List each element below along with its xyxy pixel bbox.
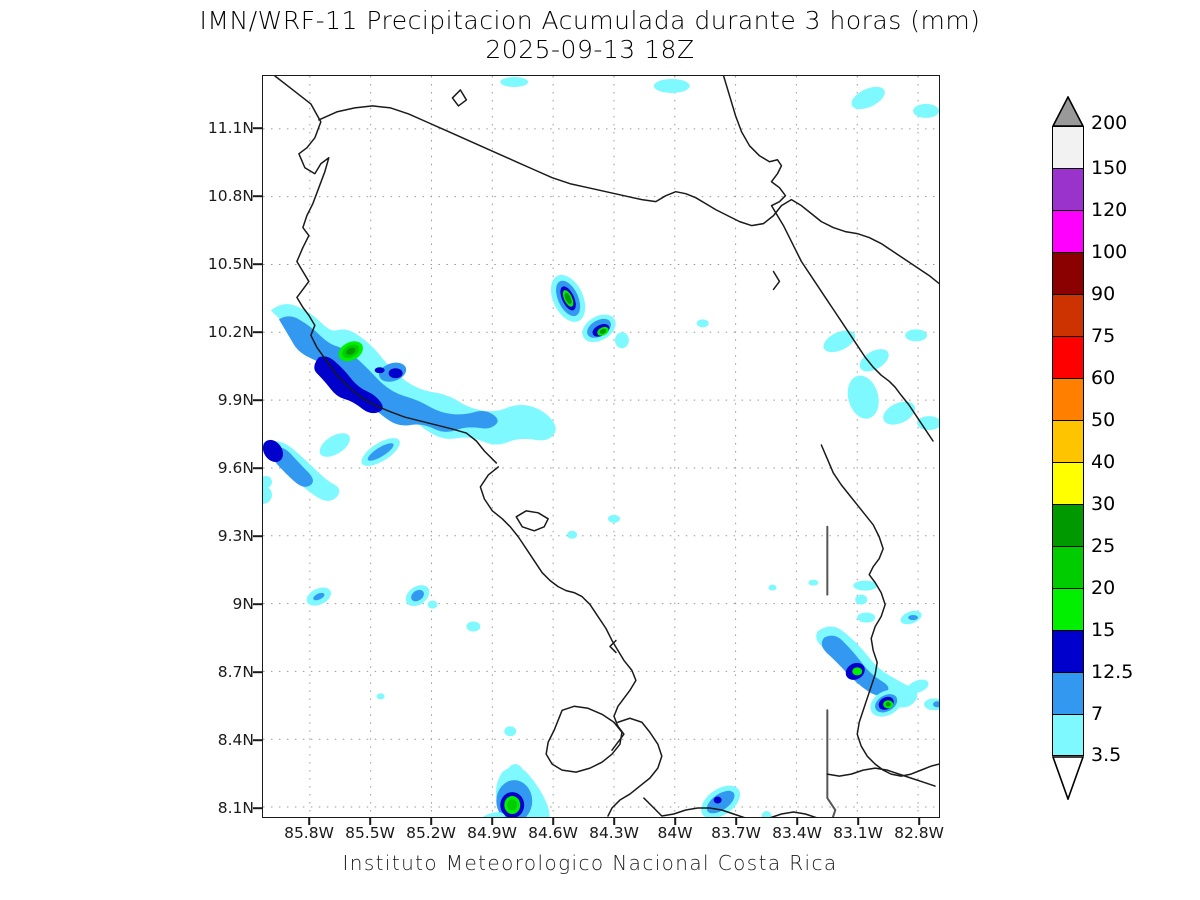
x-axis-tick — [918, 818, 920, 825]
colorbar-tick-3-5: 3.5 — [1091, 744, 1122, 766]
coastline-borders — [274, 76, 939, 817]
chart-title-datetime: 2025-09-13 18Z — [485, 35, 695, 64]
y-tick-label: 9.3N — [217, 527, 254, 545]
colorbar-tick-7: 7 — [1091, 703, 1104, 725]
colorbar-swatch-120-150[interactable]: 120 — [1052, 168, 1127, 221]
y-tick-label: 10.8N — [207, 187, 254, 205]
colorbar-swatch-stack: 200 150 120 100 90 75 60 50 40 30 25 — [1052, 113, 1133, 766]
x-axis-tick — [796, 818, 798, 825]
y-axis-tick — [253, 671, 262, 673]
colorbar-tick-50: 50 — [1091, 409, 1116, 431]
x-tick-label: 85.8W — [284, 824, 334, 842]
map-gridlines — [263, 76, 939, 817]
x-tick-label: 83.1W — [833, 824, 883, 842]
colorbar-swatch-40-50[interactable]: 40 — [1052, 420, 1115, 473]
colorbar-tick-12-5: 12.5 — [1091, 661, 1134, 683]
x-axis-tick — [552, 818, 554, 825]
precipitation-contours — [263, 76, 939, 817]
x-tick-label: 82.8W — [894, 824, 944, 842]
y-tick-label: 11.1N — [207, 119, 254, 137]
colorbar-swatch-25-30[interactable]: 25 — [1052, 504, 1115, 557]
x-tick-label: 83.7W — [711, 824, 761, 842]
colorbar-tick-90: 90 — [1091, 283, 1116, 305]
x-tick-label: 85.5W — [345, 824, 395, 842]
x-axis-tick — [613, 818, 615, 825]
colorbar-under-arrow-icon — [1052, 756, 1084, 800]
colorbar-tick-200: 200 — [1091, 112, 1128, 134]
footer-attribution: Instituto Meteorologico Nacional Costa R… — [342, 851, 838, 875]
colorbar-tick-20: 20 — [1091, 577, 1116, 599]
x-axis-tick — [674, 818, 676, 825]
y-axis-tick — [253, 127, 262, 129]
x-axis-label-group: 85.8W 85.5W 85.2W 84.9W 84.6W 84.3W 84W … — [262, 824, 944, 848]
y-axis-tick — [253, 535, 262, 537]
colorbar-swatch-50-60[interactable]: 50 — [1052, 378, 1115, 431]
map-plot-area[interactable] — [262, 75, 940, 818]
colorbar-tick-30: 30 — [1091, 493, 1116, 515]
x-tick-label: 84.3W — [589, 824, 639, 842]
colorbar-swatch-12_5-15[interactable]: 12.5 — [1052, 630, 1133, 683]
colorbar-swatch-90-100[interactable]: 90 — [1052, 252, 1115, 305]
y-axis-tick — [253, 331, 262, 333]
colorbar-tick-15: 15 — [1091, 619, 1116, 641]
colorbar-legend[interactable]: 200 150 120 100 90 75 60 50 40 30 25 — [1052, 96, 1184, 808]
colorbar-swatch-3_5-7[interactable]: 3.5 — [1052, 714, 1121, 766]
x-tick-label: 84.9W — [467, 824, 517, 842]
y-tick-label: 8.7N — [217, 663, 254, 681]
precipitation-map — [263, 76, 939, 817]
y-axis-tick — [253, 399, 262, 401]
colorbar-swatch-150-200[interactable]: 200 150 — [1052, 113, 1127, 179]
y-tick-label: 9N — [232, 595, 254, 613]
y-tick-label: 9.6N — [217, 459, 254, 477]
chart-title-block: IMN/WRF-11 Precipitacion Acumulada duran… — [0, 6, 1180, 64]
colorbar-swatch-20-25[interactable]: 20 — [1052, 546, 1115, 599]
x-axis-tick — [735, 818, 737, 825]
colorbar-over-arrow-icon — [1052, 96, 1084, 127]
colorbar-tick-120: 120 — [1091, 199, 1128, 221]
x-axis-tick — [369, 818, 371, 825]
colorbar-tick-40: 40 — [1091, 451, 1116, 473]
y-axis-label-group: 11.1N 10.8N 10.5N 10.2N 9.9N 9.6N 9.3N 9… — [188, 75, 254, 818]
y-tick-label: 8.1N — [217, 799, 254, 817]
chart-title-primary: IMN/WRF-11 Precipitacion Acumulada duran… — [199, 6, 981, 35]
colorbar-tick-150: 150 — [1091, 157, 1128, 179]
x-axis-tick — [430, 818, 432, 825]
y-tick-label: 10.5N — [207, 255, 254, 273]
y-axis-tick — [253, 467, 262, 469]
y-axis-tick — [253, 739, 262, 741]
colorbar-tick-25: 25 — [1091, 535, 1116, 557]
x-tick-label: 84.6W — [528, 824, 578, 842]
x-axis-tick — [857, 818, 859, 825]
y-axis-tick — [253, 195, 262, 197]
colorbar-swatch-60-75[interactable]: 60 — [1052, 336, 1115, 389]
colorbar-tick-75: 75 — [1091, 325, 1116, 347]
y-tick-label: 10.2N — [207, 323, 254, 341]
x-tick-label: 84W — [657, 824, 693, 842]
colorbar-swatch-30-40[interactable]: 30 — [1052, 462, 1115, 515]
colorbar-tick-60: 60 — [1091, 367, 1116, 389]
y-axis-tick — [253, 603, 262, 605]
x-tick-label: 85.2W — [406, 824, 456, 842]
x-axis-tick — [308, 818, 310, 825]
y-axis-tick — [253, 263, 262, 265]
colorbar-tick-100: 100 — [1091, 241, 1128, 263]
x-axis-tick — [491, 818, 493, 825]
colorbar-swatch-7-12_5[interactable]: 7 — [1052, 672, 1103, 725]
x-tick-label: 83.4W — [772, 824, 822, 842]
colorbar-swatch-100-120[interactable]: 100 — [1052, 210, 1127, 263]
y-tick-label: 9.9N — [217, 391, 254, 409]
y-tick-label: 8.4N — [217, 731, 254, 749]
colorbar-swatch-75-90[interactable]: 75 — [1052, 294, 1115, 347]
colorbar-swatch-15-20[interactable]: 15 — [1052, 588, 1115, 641]
y-axis-tick — [253, 807, 262, 809]
